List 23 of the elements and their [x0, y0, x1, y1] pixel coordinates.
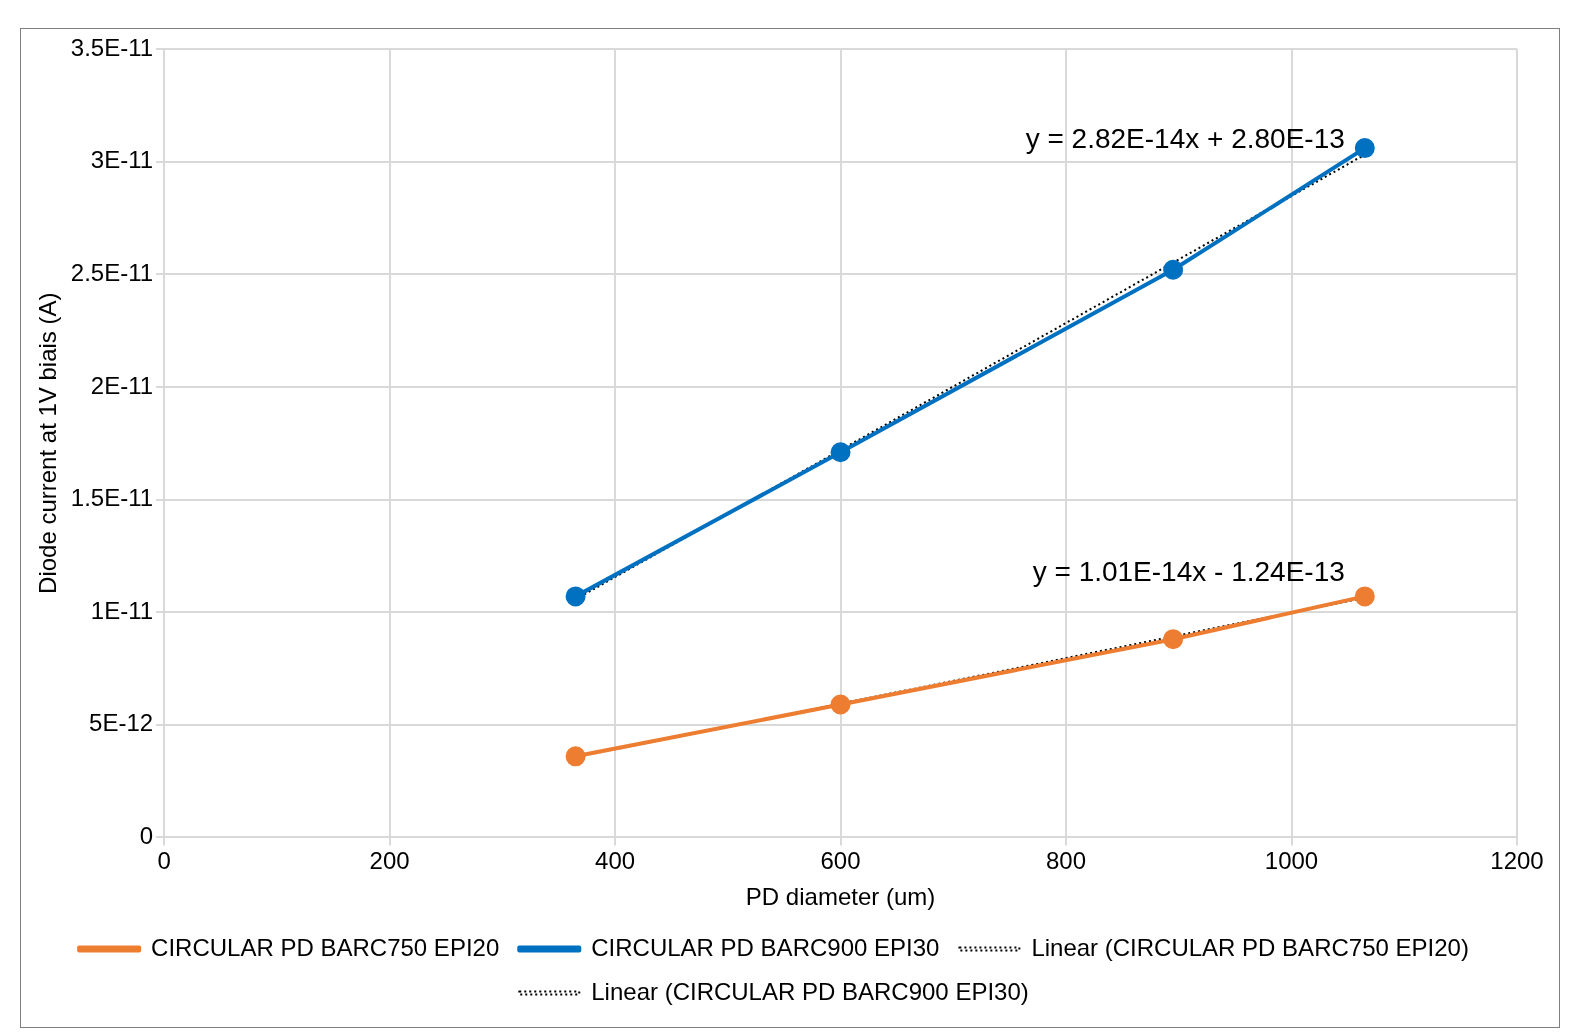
y-tick-label: 3E-11	[90, 146, 154, 174]
legend-label: CIRCULAR PD BARC750 EPI20	[151, 933, 500, 961]
x-tick-label: 1200	[1490, 847, 1544, 875]
x-tick-label: 200	[369, 847, 410, 875]
x-tick-label: 400	[595, 847, 636, 875]
annotation: y = 1.01E-14x - 1.24E-13	[1032, 556, 1345, 588]
x-tick-label: 1000	[1264, 847, 1319, 875]
y-tick-label: 2.5E-11	[70, 258, 154, 286]
y-axis-title: Diode current at 1V biais (A)	[34, 292, 62, 594]
y-tick-label: 2E-11	[90, 371, 154, 399]
y-tick-label: 0	[139, 822, 154, 850]
annotation: y = 2.82E-14x + 2.80E-13	[1025, 123, 1345, 155]
legend-label: CIRCULAR PD BARC900 EPI30	[591, 933, 940, 961]
x-tick-label: 0	[157, 847, 171, 875]
x-axis-title: PD diameter (um)	[745, 883, 936, 911]
y-tick-label: 1.5E-11	[70, 484, 154, 512]
legend-label: Linear (CIRCULAR PD BARC900 EPI30)	[591, 977, 1029, 1005]
x-tick-label: 800	[1046, 847, 1087, 875]
legend-label: Linear (CIRCULAR PD BARC750 EPI20)	[1031, 933, 1469, 961]
y-tick-label: 5E-12	[89, 709, 154, 737]
x-tick-label: 600	[820, 847, 861, 875]
y-tick-label: 1E-11	[90, 596, 154, 624]
y-tick-label: 3.5E-11	[70, 33, 154, 61]
